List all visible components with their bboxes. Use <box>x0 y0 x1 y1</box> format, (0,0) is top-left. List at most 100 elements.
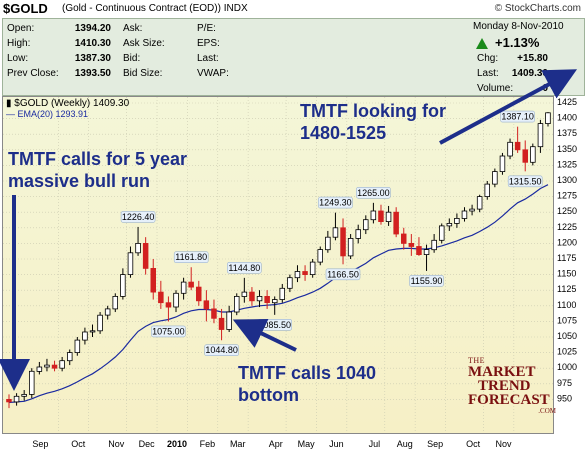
chg-label: Chg: <box>477 53 499 64</box>
annotation-label: 1155.90 <box>411 276 443 286</box>
candle-up <box>492 171 498 185</box>
candle-down <box>158 291 164 304</box>
candle-down <box>203 300 210 310</box>
candle-up <box>226 311 232 330</box>
y-tick-label: 1075 <box>557 315 577 325</box>
y-tick-label: 1000 <box>557 362 577 372</box>
annotation-label: 1315.50 <box>509 176 542 186</box>
candle-up <box>97 314 103 332</box>
x-tick-label: Jun <box>329 439 344 449</box>
candle-down <box>195 286 202 302</box>
y-tick-label: 1025 <box>557 347 577 357</box>
callout-bull-run-line1: TMTF calls for 5 year <box>8 149 188 169</box>
eps-label: EPS: <box>197 38 220 49</box>
low-value: 1387.30 <box>74 53 111 64</box>
candle-up <box>89 330 96 333</box>
annotation-label: 1226.40 <box>122 212 155 222</box>
candle-down <box>340 227 346 257</box>
annotation-box <box>173 251 209 263</box>
candle-up <box>484 183 490 197</box>
candle-down <box>522 149 529 163</box>
candle-icon: ▮ <box>6 98 12 109</box>
y-tick-label: 1175 <box>557 253 576 263</box>
percent-change: +1.13% <box>495 35 540 50</box>
candle-up <box>279 287 285 300</box>
y-tick-label: 975 <box>557 378 572 388</box>
candle-down <box>150 267 156 293</box>
x-tick-label: 2010 <box>167 439 187 449</box>
candle-up <box>67 352 73 362</box>
bid-label: Bid: <box>123 53 141 64</box>
x-tick-label: Dec <box>139 439 156 449</box>
candle-up <box>507 141 513 157</box>
candle-up <box>13 395 20 403</box>
plot-area: 1226.40 1161.80 1075.00 1044.80 1144.80 1085.… <box>2 96 554 434</box>
candle-up <box>446 223 453 227</box>
x-tick-label: Oct <box>466 439 481 449</box>
candle-up <box>112 295 119 310</box>
legend-ema: — EMA(20) 1293.91 <box>6 109 88 119</box>
candle-up <box>362 219 369 231</box>
annotation-label: 1249.30 <box>319 198 352 208</box>
y-tick-label: 1275 <box>557 191 577 201</box>
candle-up <box>74 339 81 354</box>
candle-up <box>180 281 187 294</box>
annotation-box <box>356 187 391 199</box>
candle-up <box>530 146 536 163</box>
x-tick-label: Aug <box>397 439 413 449</box>
x-tick-label: Mar <box>230 439 246 449</box>
legend-series: ▮ $GOLD (Weekly) 1409.30 <box>6 98 129 109</box>
y-tick-label: 950 <box>557 393 572 403</box>
candle-up <box>104 308 111 316</box>
candle-down <box>51 364 58 369</box>
annotation-label: 1085.50 <box>258 320 291 330</box>
annotation-box <box>507 175 543 188</box>
symbol-title: $GOLD <box>3 1 48 16</box>
vwap-label: VWAP: <box>197 68 229 79</box>
last-label-mid: Last: <box>197 53 219 64</box>
candle-up <box>28 370 35 395</box>
candle-up <box>135 242 141 254</box>
candle-up <box>355 229 361 239</box>
y-tick-label: 1100 <box>557 300 576 310</box>
y-tick-label: 1050 <box>557 331 577 341</box>
open-label: Open: <box>7 23 35 34</box>
candle-down <box>218 317 225 330</box>
candle-down <box>188 281 194 288</box>
candle-down <box>302 271 308 275</box>
annotation-label: 1161.80 <box>175 252 207 262</box>
y-tick-label: 1125 <box>557 284 576 294</box>
high-label: High: <box>7 38 31 49</box>
prev-close-value: 1393.50 <box>74 68 111 79</box>
annotation-box <box>151 325 186 338</box>
ask-label: Ask: <box>123 23 143 34</box>
x-tick-label: Nov <box>108 439 125 449</box>
ema-line-icon: — <box>6 109 15 119</box>
ema-line <box>8 184 549 404</box>
x-tick-label: Nov <box>495 439 512 449</box>
brand-label: © StockCharts.com <box>494 3 581 14</box>
candle-down <box>416 246 422 256</box>
candle-down <box>6 398 12 403</box>
annotation-box <box>120 211 156 223</box>
x-tick-label: Oct <box>71 439 86 449</box>
candle-up <box>545 112 551 125</box>
candle-up <box>499 155 506 173</box>
chg-value: +15.80 <box>517 53 548 64</box>
callout-bull-run-line2: massive bull run <box>8 171 151 191</box>
x-tick-label: Feb <box>200 439 216 449</box>
annotation-label: 1265.00 <box>357 188 390 198</box>
prev-close-label: Prev Close: <box>7 68 59 79</box>
candle-up <box>332 227 339 238</box>
x-tick-label: Apr <box>269 439 283 449</box>
candle-up <box>537 123 544 148</box>
volume-label: Volume: <box>477 83 514 94</box>
candle-down <box>400 233 407 244</box>
x-axis: Sep Oct Nov Dec 2010 Feb Mar Apr May Jun Jul Aug Sep… <box>32 439 512 449</box>
annotation-box <box>227 262 262 274</box>
legend-ema-label: EMA(20) 1293.91 <box>17 109 89 119</box>
bid-size-label: Bid Size: <box>123 68 163 79</box>
callout-target: TMTF looking for 1480-1525 <box>300 100 446 144</box>
candle-up <box>347 237 354 257</box>
